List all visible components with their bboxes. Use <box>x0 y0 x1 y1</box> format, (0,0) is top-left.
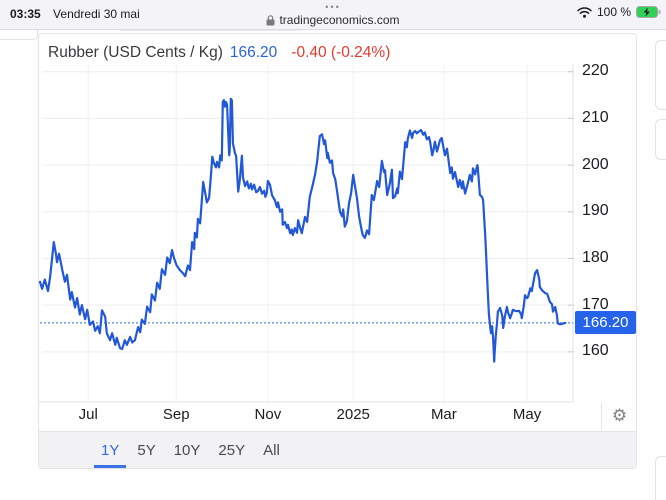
last-price: 166.20 <box>229 44 278 61</box>
cut-off-panel-top-edge <box>120 30 302 31</box>
wifi-icon <box>577 6 592 18</box>
tab-10y[interactable]: 10Y <box>173 441 201 459</box>
x-axis-label: Jul <box>78 406 98 423</box>
gear-icon: ⚙ <box>611 406 628 425</box>
tab-25y[interactable]: 25Y <box>218 441 246 459</box>
battery-charging-icon <box>636 6 661 18</box>
status-left: 03:35 Vendredi 30 mai <box>10 7 140 21</box>
status-right: 100 % <box>577 5 661 19</box>
x-axis-label: 2025 <box>336 406 370 423</box>
tab-1y[interactable]: 1Y <box>94 432 127 468</box>
x-axis: Jul Sep Nov 2025 Mar May <box>0 406 666 428</box>
lock-icon <box>266 14 275 25</box>
address-bar-url: tradingeconomics.com <box>279 13 400 27</box>
x-axis-label: Nov <box>254 406 282 423</box>
page-menu-icon[interactable]: ••• <box>325 2 341 12</box>
status-bar: 03:35 Vendredi 30 mai ••• tradingeconomi… <box>0 0 666 30</box>
range-tab-bar: 1Y 5Y 10Y 25Y All <box>39 431 636 468</box>
current-price-label: 166.20 <box>575 311 636 335</box>
cut-off-panel-right-2 <box>655 119 666 160</box>
x-axis-label: Mar <box>430 406 457 423</box>
instrument-name: Rubber (USD Cents / Kg) <box>48 44 223 61</box>
cut-off-panel-right-1 <box>655 40 666 110</box>
chart-card <box>38 33 637 469</box>
axis-divider <box>601 403 602 430</box>
chart-settings-button[interactable]: ⚙ <box>603 403 636 429</box>
tab-5y[interactable]: 5Y <box>137 441 156 459</box>
cut-off-panel-top-left <box>0 30 38 40</box>
cut-off-panel-right-3 <box>655 456 666 500</box>
price-change: -0.40 (-0.24%) <box>291 44 391 61</box>
y-axis-label: 170 <box>582 295 609 313</box>
y-axis-label: 180 <box>582 248 609 266</box>
x-axis-label: May <box>512 406 542 423</box>
chart-title-row: Rubber (USD Cents / Kg) 166.20 -0.40 (-0.2… <box>48 44 390 62</box>
address-bar[interactable]: tradingeconomics.com <box>266 13 400 27</box>
tab-all[interactable]: All <box>263 441 280 459</box>
status-date: Vendredi 30 mai <box>53 7 140 21</box>
x-axis-label: Sep <box>162 406 190 423</box>
battery-percent: 100 % <box>596 5 631 19</box>
y-axis-label: 160 <box>582 342 609 360</box>
y-axis-label: 210 <box>582 108 609 126</box>
y-axis-label: 220 <box>582 62 609 80</box>
y-axis-label: 200 <box>582 155 609 173</box>
clock: 03:35 <box>10 7 41 21</box>
y-axis-label: 190 <box>582 202 609 220</box>
